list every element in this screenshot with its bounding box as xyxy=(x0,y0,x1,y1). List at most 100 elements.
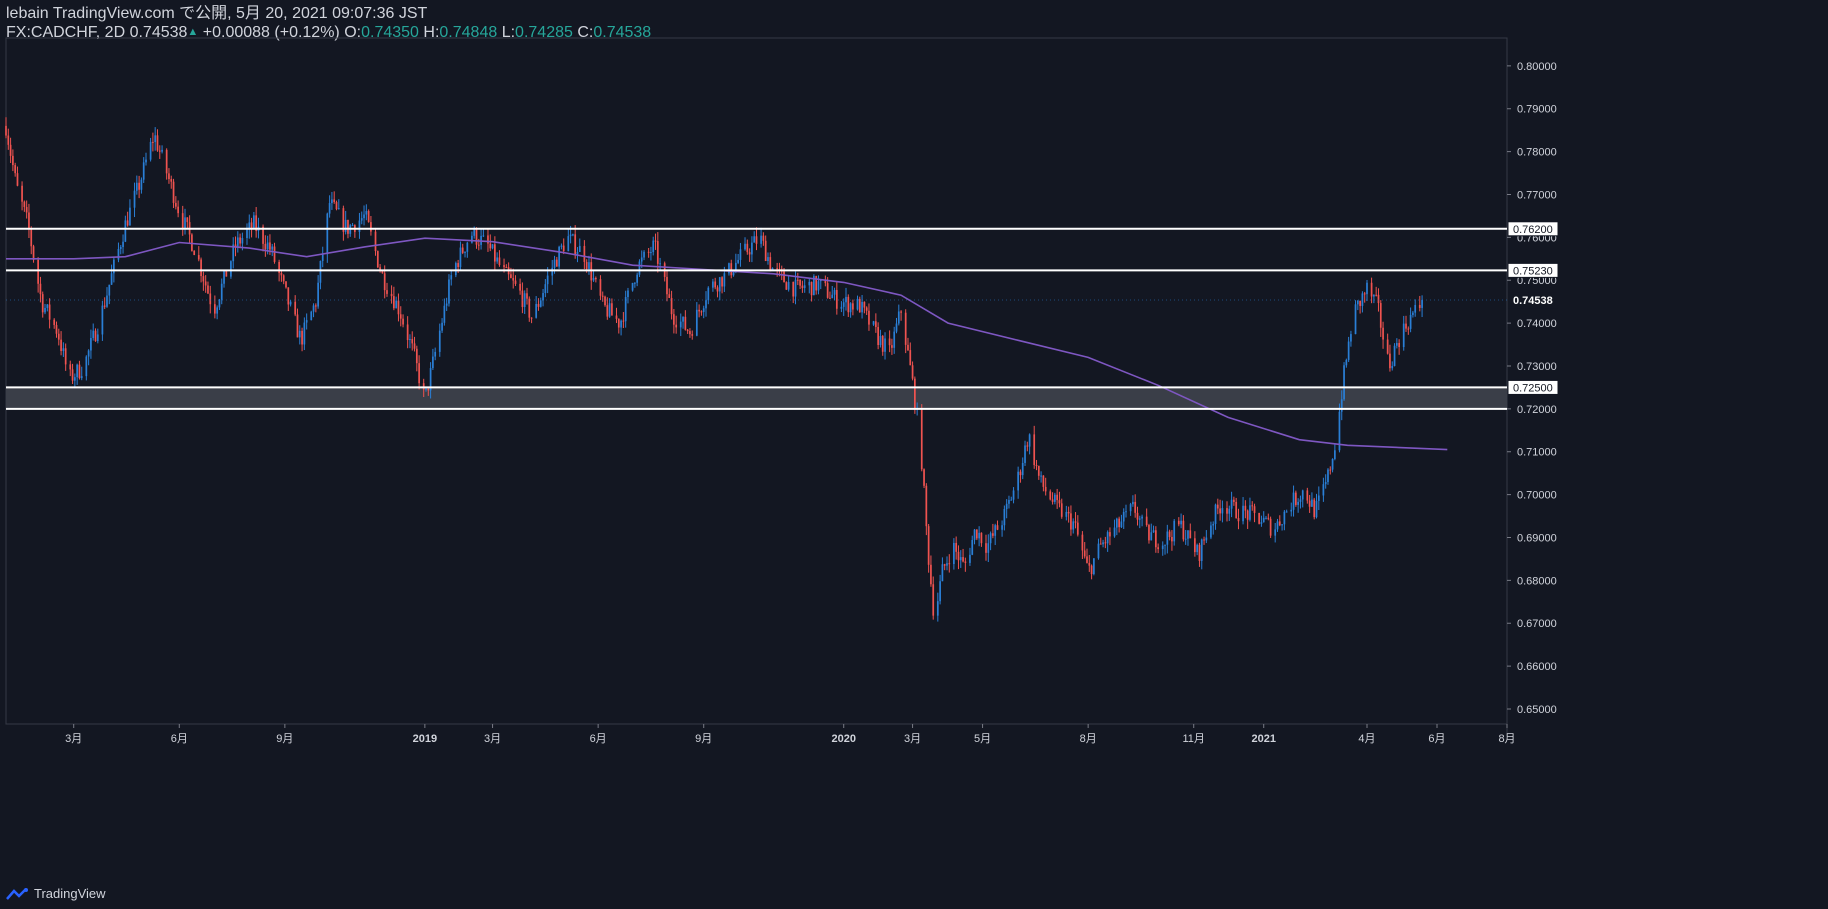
candle-body xyxy=(1138,518,1141,520)
candle-body xyxy=(1214,504,1217,524)
candle-body xyxy=(762,235,765,241)
candle-body xyxy=(544,284,547,294)
candle-body xyxy=(813,276,815,296)
x-tick-label: 4月 xyxy=(1358,733,1375,745)
candle-body xyxy=(1230,499,1233,509)
candle-body xyxy=(113,259,115,274)
candle-body xyxy=(796,279,799,281)
candle-body xyxy=(477,244,480,246)
candle-body xyxy=(1177,520,1180,525)
candle-body xyxy=(1102,542,1104,545)
candle-body xyxy=(154,135,157,143)
candle-body xyxy=(1324,482,1327,485)
candle-body xyxy=(714,281,717,288)
tradingview-brand[interactable]: TradingView xyxy=(6,886,106,901)
candle-body xyxy=(310,311,313,321)
candle-body xyxy=(914,378,916,410)
candle-body xyxy=(546,275,549,285)
candle-body xyxy=(1276,521,1279,530)
close-label: C: xyxy=(577,24,594,41)
candle-body xyxy=(1086,556,1088,563)
candle-body xyxy=(1042,475,1045,487)
candle-body xyxy=(572,234,574,236)
candle-body xyxy=(576,251,579,255)
last-price-box xyxy=(1508,292,1558,309)
candle-body xyxy=(241,238,244,244)
candle-body xyxy=(594,277,597,280)
candle-body xyxy=(450,275,453,280)
candle-body xyxy=(539,300,542,307)
candle-body xyxy=(835,289,838,309)
candle-body xyxy=(776,268,779,270)
candle-body xyxy=(734,262,737,272)
candle-body xyxy=(303,322,306,345)
candle-body xyxy=(852,303,854,310)
candle-body xyxy=(1099,543,1102,545)
candle-body xyxy=(429,368,432,391)
candle-body xyxy=(1109,532,1111,537)
candle-body xyxy=(1237,518,1240,522)
candle-body xyxy=(498,257,501,266)
candle-body xyxy=(973,529,976,540)
candle-body xyxy=(363,214,365,219)
support-zone xyxy=(6,387,1507,409)
candle-body xyxy=(831,294,834,299)
candle-body xyxy=(496,257,499,262)
candle-body xyxy=(312,305,315,312)
candle-body xyxy=(1301,490,1304,500)
candle-body xyxy=(457,263,459,267)
candle-body xyxy=(381,270,384,274)
candle-body xyxy=(1154,530,1157,548)
candle-body xyxy=(930,564,932,585)
candle-body xyxy=(505,267,508,269)
candle-body xyxy=(647,251,650,253)
candle-body xyxy=(794,279,797,297)
candle-body xyxy=(659,263,661,265)
candle-body xyxy=(1297,501,1300,505)
candle-body xyxy=(1329,469,1332,471)
candle-body xyxy=(1051,499,1054,502)
y-tick-label: 0.73000 xyxy=(1517,361,1557,373)
candle-body xyxy=(1292,492,1295,510)
candle-body xyxy=(592,277,595,281)
candle-body xyxy=(992,533,994,536)
candle-body xyxy=(1090,565,1093,575)
candle-body xyxy=(955,542,958,552)
candle-body xyxy=(374,231,377,252)
candle-body xyxy=(829,297,831,299)
candle-body xyxy=(200,259,202,277)
brand-label: TradingView xyxy=(34,886,106,901)
candle-body xyxy=(744,243,746,250)
candle-body xyxy=(317,282,319,307)
candle-body xyxy=(640,257,643,262)
candle-body xyxy=(861,301,863,313)
candle-body xyxy=(126,220,129,226)
candle-body xyxy=(1389,353,1391,369)
x-tick-label: 6月 xyxy=(171,733,188,745)
price-label-box xyxy=(1507,379,1559,395)
candle-body xyxy=(654,240,657,242)
candle-body xyxy=(528,298,531,318)
candle-body xyxy=(523,293,526,307)
candle-body xyxy=(1421,300,1423,308)
candle-body xyxy=(191,234,193,251)
candle-body xyxy=(1210,525,1212,538)
candle-body xyxy=(551,267,554,276)
candle-body xyxy=(393,296,395,309)
candle-body xyxy=(289,301,292,305)
candle-body xyxy=(884,338,886,352)
y-tick-label: 0.68000 xyxy=(1517,575,1557,587)
candle-body xyxy=(964,561,967,563)
candle-body xyxy=(849,303,852,313)
candle-body xyxy=(1026,445,1029,447)
candle-body xyxy=(253,215,255,229)
y-tick-label: 0.65000 xyxy=(1517,704,1557,716)
candle-body xyxy=(411,338,414,344)
candle-body xyxy=(285,281,287,288)
candle-body xyxy=(287,287,290,305)
candle-body xyxy=(342,208,345,232)
candle-body xyxy=(1375,294,1378,296)
hline-price-label: 0.72500 xyxy=(1513,382,1553,394)
candle-body xyxy=(184,217,186,229)
